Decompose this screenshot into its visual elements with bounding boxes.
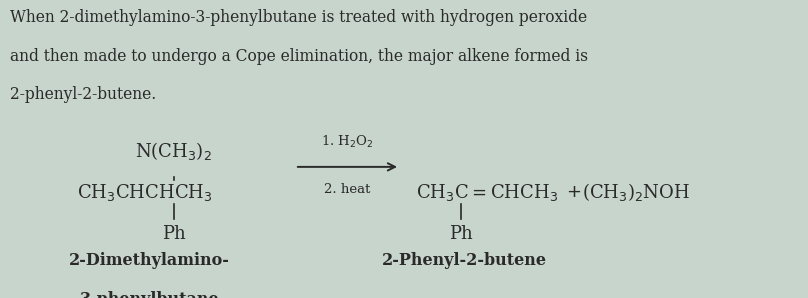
Text: 2. heat: 2. heat <box>324 183 371 196</box>
Text: Ph: Ph <box>448 225 473 243</box>
Text: N(CH$_3$)$_2$: N(CH$_3$)$_2$ <box>135 140 213 162</box>
Text: 3-phenylbutane: 3-phenylbutane <box>80 291 219 298</box>
Text: 2-Dimethylamino-: 2-Dimethylamino- <box>69 252 230 269</box>
Text: When 2-dimethylamino-3-phenylbutane is treated with hydrogen peroxide: When 2-dimethylamino-3-phenylbutane is t… <box>10 9 587 26</box>
Text: CH$_3$C$\mathsf{=}$CHCH$_3$: CH$_3$C$\mathsf{=}$CHCH$_3$ <box>416 182 558 203</box>
Text: CH$_3$CHCHCH$_3$: CH$_3$CHCHCH$_3$ <box>77 182 213 203</box>
Text: and then made to undergo a Cope elimination, the major alkene formed is: and then made to undergo a Cope eliminat… <box>10 48 587 65</box>
Text: $+$: $+$ <box>566 183 581 201</box>
Text: (CH$_3$)$_2$NOH: (CH$_3$)$_2$NOH <box>582 181 690 203</box>
Text: 1. H$_2$O$_2$: 1. H$_2$O$_2$ <box>321 134 374 150</box>
Text: 2-phenyl-2-butene.: 2-phenyl-2-butene. <box>10 86 156 103</box>
Text: Ph: Ph <box>162 225 186 243</box>
Text: 2-Phenyl-2-butene: 2-Phenyl-2-butene <box>382 252 547 269</box>
